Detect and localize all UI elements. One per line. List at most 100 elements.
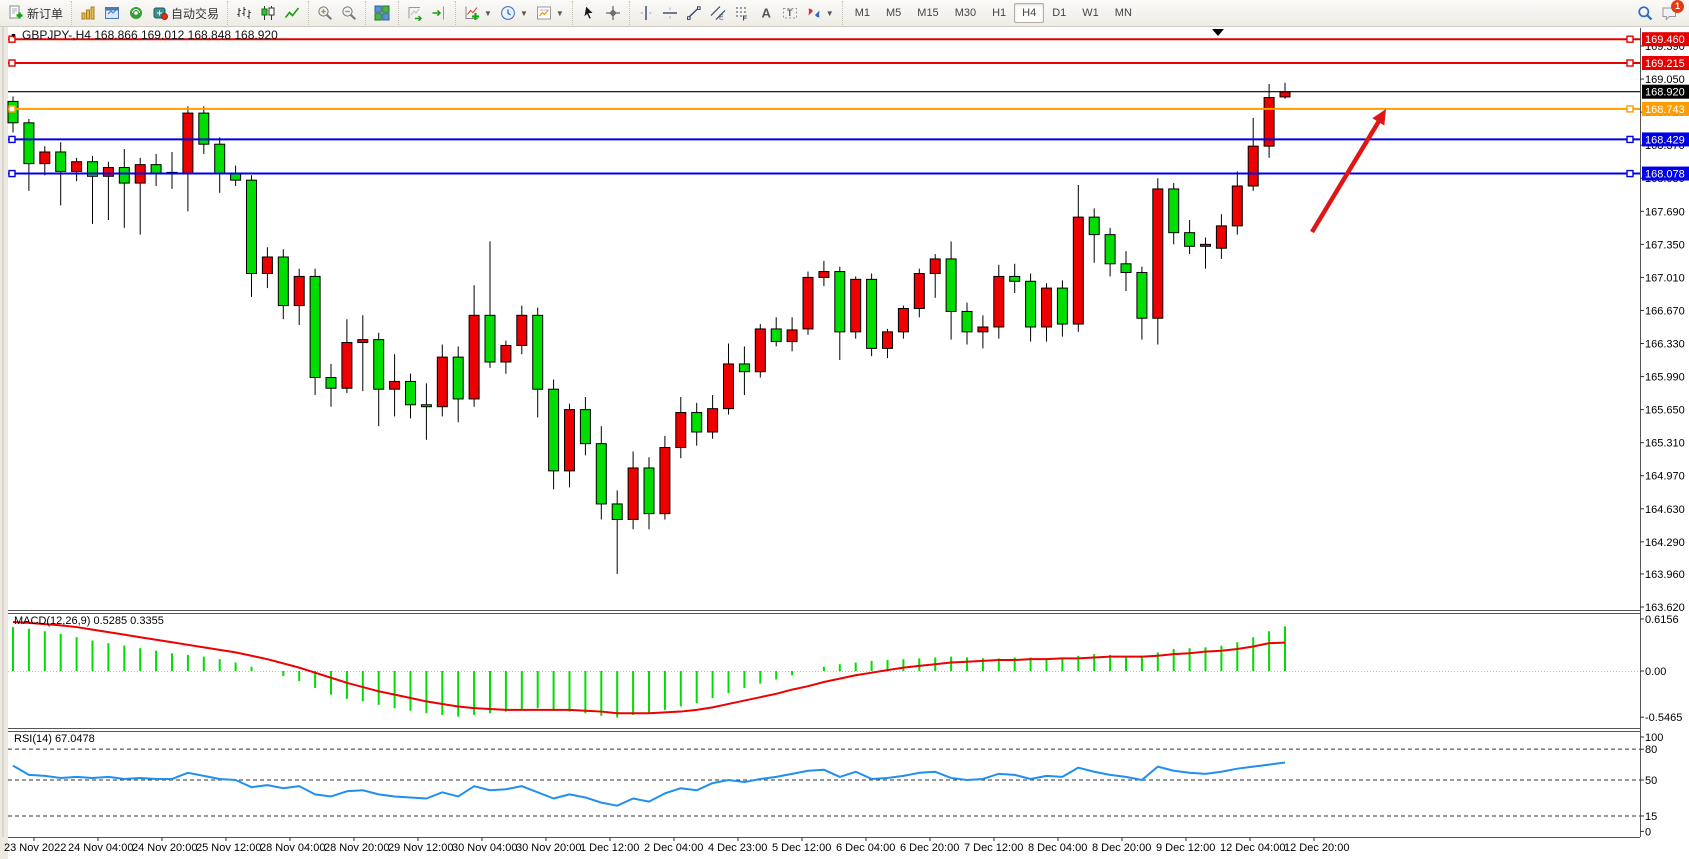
timeframe-mn-button[interactable]: MN	[1114, 7, 1132, 19]
candle	[1263, 83, 1275, 158]
time-tick-label: 12 Dec 20:00	[1284, 842, 1349, 854]
rsi-label: RSI(14) 67.0478	[14, 733, 95, 745]
chevron-down-icon[interactable]: ▼	[825, 8, 834, 18]
candles-series	[7, 82, 1291, 574]
profiles-button[interactable]	[100, 2, 124, 24]
price-tick-label: 163.620	[1645, 602, 1685, 614]
price-tick-label: 169.050	[1645, 74, 1685, 86]
horizontal-line-tool-button[interactable]	[658, 2, 682, 24]
new-order-icon	[9, 5, 23, 19]
line-handle[interactable]	[8, 35, 16, 43]
line-handle[interactable]	[1626, 169, 1634, 178]
rsi-line	[12, 761, 1286, 807]
candlestick-mode-button[interactable]	[256, 2, 280, 24]
time-tick-label: 28 Nov 20:00	[324, 842, 389, 854]
market-watch-button[interactable]	[124, 2, 148, 24]
horizontal-line[interactable]	[8, 105, 1640, 113]
tile-windows-button[interactable]	[370, 2, 394, 24]
horizontal-line[interactable]	[8, 59, 1640, 67]
rsi-tick-label: 15	[1645, 811, 1657, 823]
indicators-button[interactable]: ▼	[460, 2, 496, 24]
candle	[866, 273, 878, 357]
zoom-out-button[interactable]	[337, 2, 361, 24]
line-handle[interactable]	[8, 169, 16, 178]
line-handle[interactable]	[8, 135, 16, 144]
price-tick-label: 166.670	[1645, 305, 1685, 317]
horizontal-line[interactable]	[8, 35, 1640, 43]
candle	[1041, 283, 1052, 342]
auto-scroll-button[interactable]	[403, 2, 427, 24]
templates-icon	[536, 6, 551, 20]
chart-plot-area[interactable]	[8, 28, 1640, 610]
timeframe-h4-button[interactable]: H4	[1014, 3, 1045, 23]
arrows-icon	[808, 8, 820, 18]
chevron-down-icon[interactable]: ▼	[555, 8, 564, 18]
new-chart-button[interactable]	[76, 2, 100, 24]
timeframe-d1-button[interactable]: D1	[1052, 7, 1067, 19]
search-button[interactable]	[1633, 2, 1657, 24]
time-tick-label: 23 Nov 2022	[4, 842, 66, 854]
toolbar-group: E F A T ▼	[628, 1, 842, 25]
new-order-button[interactable]: 新订单	[4, 2, 67, 25]
toolbar-group	[227, 1, 308, 25]
candle	[1072, 185, 1084, 332]
chart-shift-marker[interactable]	[1212, 29, 1224, 36]
trendline-tool-button[interactable]	[682, 2, 706, 24]
candles-chart-icon	[261, 6, 275, 20]
timeframe-m15-button[interactable]: M15	[917, 7, 939, 19]
templates-button[interactable]: ▼	[532, 2, 568, 24]
line-handle[interactable]	[1626, 135, 1634, 144]
line-handle[interactable]	[8, 59, 16, 67]
timeframe-h1-button[interactable]: H1	[992, 7, 1007, 19]
fibonacci-tool-button[interactable]: F	[730, 2, 754, 24]
line-handle[interactable]	[8, 105, 16, 113]
line-handle[interactable]	[1626, 59, 1634, 67]
arrow-annotation[interactable]	[1310, 109, 1386, 234]
chevron-down-icon[interactable]: ▼	[484, 8, 492, 18]
candle	[1215, 214, 1227, 259]
text-tool-button[interactable]: A	[754, 2, 778, 24]
chart-shift-button[interactable]	[427, 2, 451, 24]
svg-text:A: A	[761, 6, 771, 21]
auto-trading-button[interactable]: 自动交易	[148, 2, 223, 25]
horizontal-line[interactable]	[8, 169, 1640, 178]
time-tick-label: 8 Dec 04:00	[1028, 842, 1087, 854]
new-chart-icon	[81, 6, 95, 20]
candle	[452, 346, 464, 423]
vline-icon	[640, 6, 652, 20]
line-handle[interactable]	[1626, 105, 1634, 113]
svg-text:168.743: 168.743	[1645, 104, 1685, 116]
candle	[977, 315, 989, 349]
market-watch-icon	[130, 7, 143, 19]
line-handle[interactable]	[1626, 35, 1634, 43]
cursor-tool-button[interactable]	[577, 2, 601, 24]
svg-text:169.460: 169.460	[1645, 34, 1685, 46]
timeframe-m5-button[interactable]: M5	[886, 7, 902, 19]
channel-tool-button[interactable]: E	[706, 2, 730, 24]
search-icon	[1638, 6, 1653, 21]
candle	[87, 155, 98, 224]
timeframe-m30-button[interactable]: M30	[954, 7, 977, 19]
arrows-tool-button[interactable]: ▼	[802, 2, 838, 24]
time-tick-label: 24 Nov 04:00	[68, 842, 133, 854]
time-tick-label: 12 Dec 04:00	[1220, 842, 1285, 854]
line-chart-mode-button[interactable]	[280, 2, 304, 24]
chevron-down-icon[interactable]: ▼	[519, 8, 528, 18]
crosshair-tool-button[interactable]	[601, 2, 625, 24]
candle	[71, 157, 83, 182]
candle	[341, 319, 353, 394]
timeframe-m1-button[interactable]: M1	[854, 7, 870, 19]
svg-text:T: T	[787, 8, 793, 18]
periods-button[interactable]: ▼	[496, 2, 532, 24]
timeframe-w1-button[interactable]: W1	[1082, 7, 1099, 19]
bar-chart-mode-button[interactable]	[232, 2, 256, 24]
zoom-in-button[interactable]	[313, 2, 337, 24]
price-tick-label: 164.970	[1645, 471, 1685, 483]
candle	[627, 451, 639, 530]
chat-button[interactable]: 1	[1657, 0, 1684, 24]
price-tick-label: 165.310	[1645, 438, 1685, 450]
vertical-line-tool-button[interactable]	[634, 2, 658, 24]
label-tool-button[interactable]: T	[778, 2, 802, 24]
macd-signal-line	[12, 620, 1286, 715]
